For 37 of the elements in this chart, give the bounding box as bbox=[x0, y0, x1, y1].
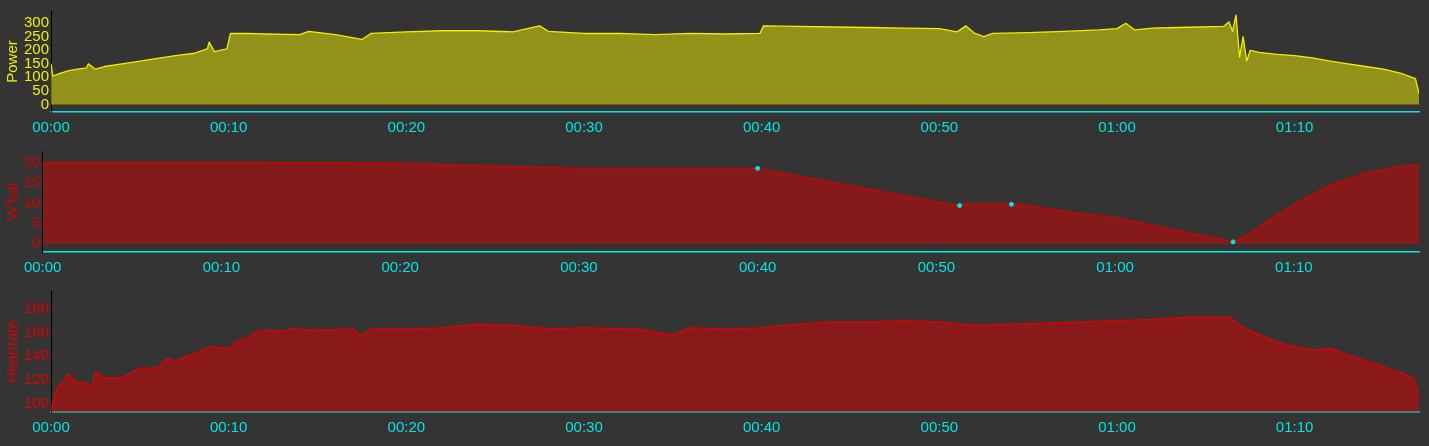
x-tick-label: 00:10 bbox=[209, 418, 248, 436]
x-tick-label: 00:10 bbox=[209, 118, 248, 136]
x-tick-label: 01:00 bbox=[1096, 258, 1134, 276]
y-tick-label: 5 bbox=[32, 213, 41, 231]
x-tick-label: 00:50 bbox=[917, 258, 956, 276]
x-tick-label: 01:00 bbox=[1098, 418, 1136, 436]
x-tick-label: 00:20 bbox=[387, 118, 426, 136]
y-tick-label: 120 bbox=[24, 370, 50, 388]
y-tick-label: 0 bbox=[32, 234, 41, 252]
x-tick-label: 00:10 bbox=[202, 258, 241, 276]
y-tick-label: 180 bbox=[24, 298, 50, 316]
x-tick-label: 00:50 bbox=[920, 418, 959, 436]
y-axis-title: W'bal bbox=[3, 182, 21, 221]
x-tick-label: 00:50 bbox=[920, 118, 959, 136]
x-tick-label: 00:30 bbox=[560, 258, 598, 276]
x-tick-label: 00:00 bbox=[32, 118, 70, 136]
x-tick-label: 00:40 bbox=[742, 418, 781, 436]
y-tick-label: 20 bbox=[24, 153, 41, 171]
y-axis-title: Heartrate bbox=[3, 320, 21, 383]
x-tick-label: 00:30 bbox=[565, 118, 603, 136]
x-tick-label: 01:00 bbox=[1098, 118, 1136, 136]
x-tick-label: 01:10 bbox=[1275, 258, 1313, 276]
y-tick-label: 100 bbox=[24, 393, 50, 411]
y-tick-label: 10 bbox=[24, 193, 41, 211]
x-tick-label: 00:20 bbox=[381, 258, 419, 276]
y-tick-label: 160 bbox=[24, 322, 50, 340]
x-tick-label: 00:40 bbox=[742, 118, 781, 136]
x-tick-label: 00:00 bbox=[32, 418, 70, 436]
x-tick-label: 00:00 bbox=[23, 258, 62, 276]
y-tick-label: 15 bbox=[24, 173, 41, 191]
x-tick-label: 01:10 bbox=[1275, 418, 1314, 436]
x-tick-label: 00:40 bbox=[738, 258, 777, 276]
x-tick-label: 00:30 bbox=[565, 418, 603, 436]
y-tick-label: 140 bbox=[24, 346, 50, 364]
x-tick-label: 00:20 bbox=[387, 418, 426, 436]
x-tick-label: 01:10 bbox=[1275, 118, 1314, 136]
y-axis-title: Power bbox=[3, 40, 21, 83]
